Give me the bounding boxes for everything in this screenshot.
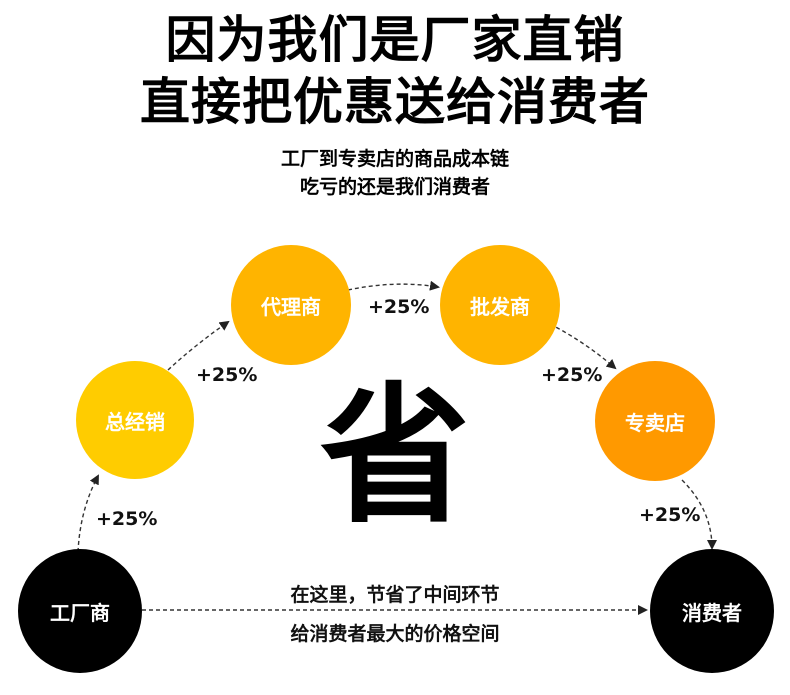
- node-consumer-label: 消费者: [682, 600, 742, 625]
- node-general-distributor-label: 总经销: [105, 409, 165, 434]
- center-save-character: 省: [319, 370, 470, 544]
- node-factory: 工厂商: [18, 549, 142, 673]
- node-store: 专卖店: [595, 361, 715, 481]
- node-agent: 代理商: [231, 245, 351, 365]
- arrow-agent-to-wholesaler: [347, 280, 440, 291]
- markup-wholesaler-to-store: +25%: [541, 364, 603, 386]
- markup-store-to-consumer: +25%: [639, 504, 701, 526]
- node-factory-label: 工厂商: [50, 600, 110, 625]
- arrow-general-to-agent: [167, 320, 230, 371]
- headline-line-1: 因为我们是厂家直销: [165, 11, 625, 69]
- direct-note-line-1: 在这里，节省了中间环节: [290, 584, 500, 606]
- node-general-distributor: 总经销: [76, 361, 194, 479]
- markup-general-to-agent: +25%: [196, 364, 258, 386]
- node-store-label: 专卖店: [625, 410, 685, 435]
- arrow-wholesaler-to-store: [549, 323, 617, 370]
- headline-line-2: 直接把优惠送给消费者: [140, 73, 650, 131]
- direct-note-line-2: 给消费者最大的价格空间: [290, 623, 500, 645]
- subheadline-line-1: 工厂到专卖店的商品成本链: [280, 148, 509, 170]
- arrow-store-to-consumer: [681, 479, 717, 550]
- node-agent-label: 代理商: [261, 294, 321, 319]
- markup-factory-to-general: +25%: [96, 508, 158, 530]
- node-wholesaler-label: 批发商: [470, 294, 530, 319]
- node-wholesaler: 批发商: [440, 245, 560, 365]
- arrow-factory-to-general: [77, 474, 99, 553]
- subheadline-line-2: 吃亏的还是我们消费者: [299, 176, 490, 198]
- markup-agent-to-wholesaler: +25%: [368, 296, 430, 318]
- node-consumer: 消费者: [650, 549, 774, 673]
